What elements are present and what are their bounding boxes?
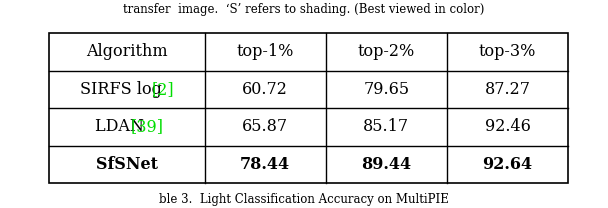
Text: Algorithm: Algorithm <box>86 43 167 61</box>
Text: LDAN: LDAN <box>94 118 148 135</box>
Text: 78.44: 78.44 <box>240 156 290 173</box>
Text: [39]: [39] <box>130 118 163 135</box>
Text: 85.17: 85.17 <box>363 118 409 135</box>
Text: SIRFS log: SIRFS log <box>80 81 167 98</box>
Text: 65.87: 65.87 <box>242 118 288 135</box>
Text: 60.72: 60.72 <box>242 81 288 98</box>
Text: ble 3.  Light Classification Accuracy on MultiPIE: ble 3. Light Classification Accuracy on … <box>159 192 449 206</box>
Text: top-3%: top-3% <box>479 43 536 61</box>
Text: top-2%: top-2% <box>358 43 415 61</box>
Text: 87.27: 87.27 <box>485 81 531 98</box>
Text: SfSNet: SfSNet <box>95 156 157 173</box>
Text: transfer  image.  ‘S’ refers to shading. (Best viewed in color): transfer image. ‘S’ refers to shading. (… <box>123 2 485 16</box>
Text: 79.65: 79.65 <box>363 81 409 98</box>
Text: top-1%: top-1% <box>237 43 294 61</box>
Text: [2]: [2] <box>151 81 174 98</box>
Text: 89.44: 89.44 <box>361 156 412 173</box>
Text: 92.64: 92.64 <box>483 156 533 173</box>
Bar <box>49 33 568 183</box>
Text: 92.46: 92.46 <box>485 118 531 135</box>
